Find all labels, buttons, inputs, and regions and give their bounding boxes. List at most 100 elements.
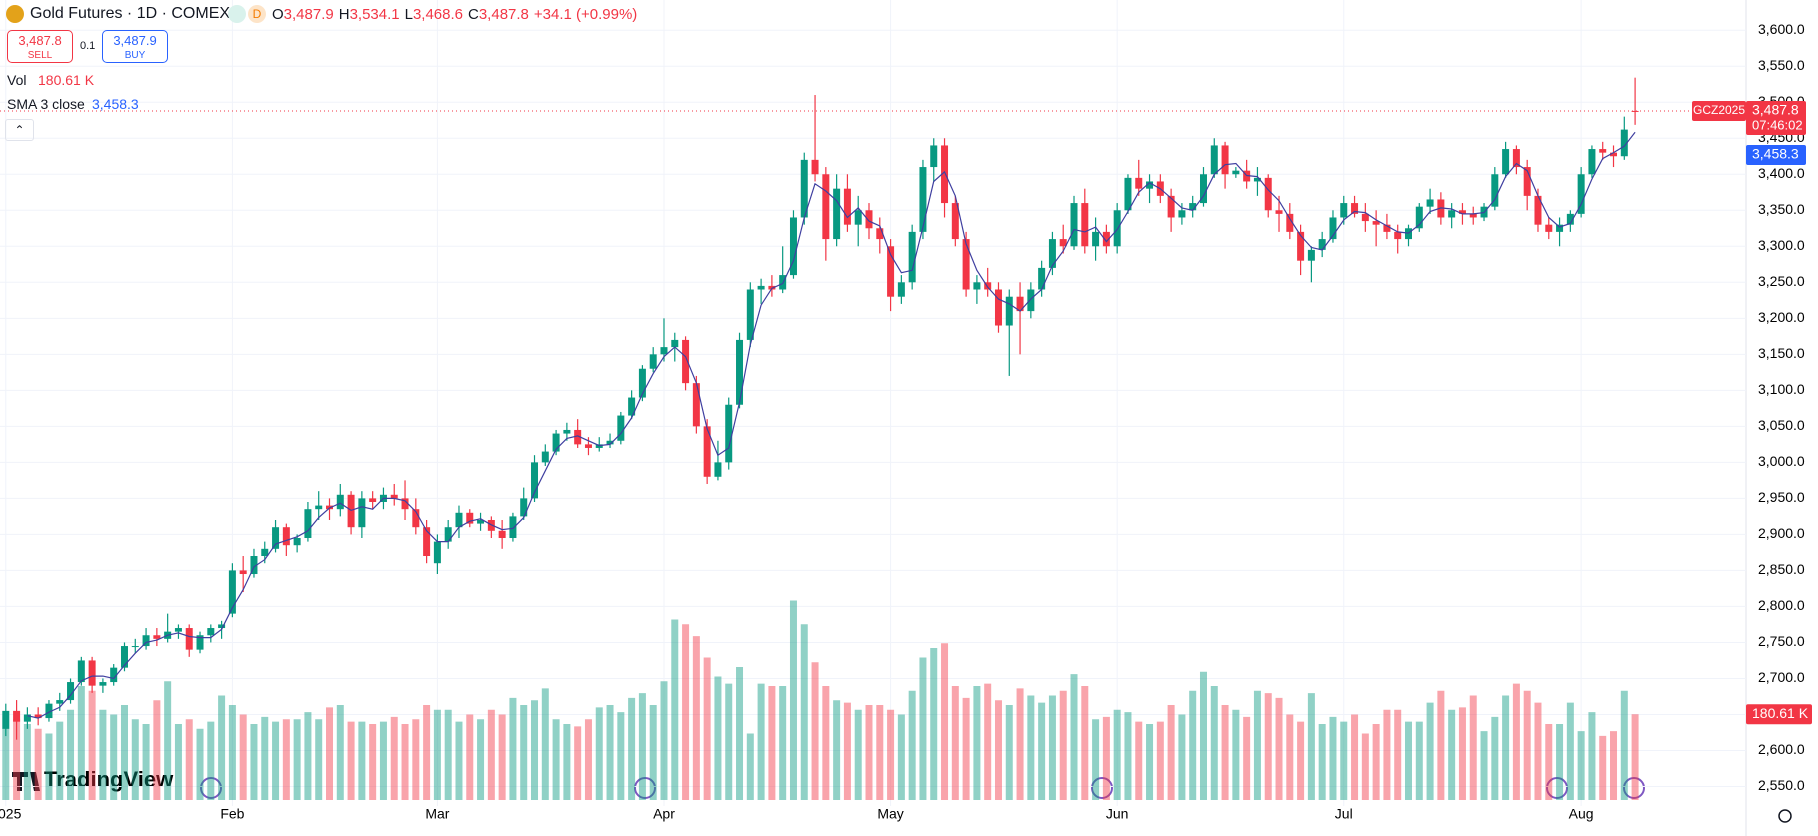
candle-body bbox=[919, 167, 927, 232]
candle-body bbox=[789, 217, 797, 276]
candle-body bbox=[692, 383, 700, 427]
candle-body bbox=[1502, 149, 1510, 175]
volume-bar bbox=[1383, 709, 1391, 800]
candle-body bbox=[736, 339, 744, 405]
candle-body bbox=[854, 210, 862, 225]
sma-name: SMA 3 close bbox=[7, 96, 85, 112]
ohlc-key: O bbox=[272, 6, 284, 23]
candle-body bbox=[1448, 210, 1456, 218]
candle-body bbox=[1092, 231, 1100, 247]
candle-body bbox=[293, 538, 301, 546]
volume-bar bbox=[477, 719, 485, 800]
volume-bar bbox=[358, 721, 366, 800]
candle-body bbox=[390, 494, 398, 499]
event-icon[interactable] bbox=[1623, 777, 1645, 799]
logo-text: TradingView bbox=[44, 767, 174, 792]
badge: D bbox=[248, 5, 266, 23]
candle-body bbox=[1329, 217, 1337, 240]
candle-body bbox=[638, 368, 646, 398]
event-icon[interactable] bbox=[634, 777, 656, 799]
event-icon[interactable] bbox=[1546, 777, 1568, 799]
candle-body bbox=[951, 203, 959, 240]
volume-bar bbox=[1092, 719, 1100, 800]
y-tick-label: 3,000.0 bbox=[1758, 453, 1805, 469]
volume-bar bbox=[887, 709, 895, 800]
volume-bar bbox=[1005, 705, 1013, 800]
countdown: 07:46:02 bbox=[1752, 117, 1803, 132]
volume-bar bbox=[390, 716, 398, 800]
candle-body bbox=[1372, 221, 1380, 225]
volume-bar bbox=[185, 719, 193, 800]
y-tick-label: 2,750.0 bbox=[1758, 633, 1805, 649]
grid bbox=[0, 0, 1746, 806]
symbol-icon bbox=[6, 5, 24, 23]
y-tick-label: 2,550.0 bbox=[1758, 777, 1805, 793]
volume-bar bbox=[1016, 688, 1024, 800]
volume-bar bbox=[746, 733, 754, 800]
status-dot bbox=[228, 5, 246, 23]
candle-body bbox=[822, 174, 830, 240]
volume-bar bbox=[1458, 707, 1466, 800]
sell-button[interactable]: 3,487.8 SELL bbox=[7, 30, 73, 63]
volume-bar bbox=[876, 705, 884, 800]
y-tick-label: 3,600.0 bbox=[1758, 21, 1805, 37]
volume-bar bbox=[908, 690, 916, 800]
candle-body bbox=[1199, 174, 1207, 204]
y-tick-label: 2,700.0 bbox=[1758, 669, 1805, 685]
candle-body bbox=[1113, 210, 1121, 247]
candle-body bbox=[1027, 289, 1035, 312]
candle-body bbox=[1383, 224, 1391, 232]
volume-bar bbox=[1221, 705, 1229, 800]
volume-bar bbox=[423, 705, 431, 800]
collapse-button[interactable]: ⌃ bbox=[5, 119, 34, 141]
event-icon[interactable] bbox=[200, 777, 222, 799]
candle-body bbox=[207, 628, 215, 636]
candle-body bbox=[843, 188, 851, 225]
candle-body bbox=[865, 210, 873, 229]
volume-bar bbox=[174, 724, 182, 800]
volume-bar bbox=[833, 700, 841, 800]
candle-body bbox=[908, 231, 916, 283]
candle-body bbox=[757, 285, 765, 290]
y-tick-label: 3,200.0 bbox=[1758, 309, 1805, 325]
volume-bar bbox=[1340, 721, 1348, 800]
volume-bar bbox=[552, 719, 560, 800]
volume-bar bbox=[196, 728, 204, 800]
volume-bar bbox=[649, 705, 657, 800]
candle-body bbox=[1038, 267, 1046, 290]
candle-body bbox=[1631, 110, 1639, 112]
volume-bar bbox=[930, 648, 938, 800]
volume-bar bbox=[638, 693, 646, 800]
candle-body bbox=[930, 145, 938, 168]
candle-body bbox=[34, 714, 42, 719]
candle-body bbox=[77, 660, 85, 683]
volume-bar bbox=[34, 728, 42, 800]
volume-bar bbox=[919, 657, 927, 800]
candle-body bbox=[1135, 177, 1143, 189]
ohlc-value: 3,487.8 bbox=[478, 6, 529, 23]
candle-body bbox=[628, 397, 636, 416]
volume-bar bbox=[56, 721, 64, 800]
y-tick-label: 2,800.0 bbox=[1758, 597, 1805, 613]
volume-bar bbox=[1437, 690, 1445, 800]
candle-body bbox=[541, 451, 549, 463]
candle-body bbox=[401, 498, 409, 510]
volume-bar bbox=[531, 700, 539, 800]
volume-bar bbox=[88, 690, 96, 800]
candle-body bbox=[142, 635, 150, 647]
volume-tag-text: 180.61 K bbox=[1752, 705, 1809, 721]
volume-bar bbox=[131, 719, 139, 800]
volume-bar bbox=[1081, 686, 1089, 800]
volume-bar bbox=[1189, 690, 1197, 800]
ohlc-key: L bbox=[404, 6, 413, 23]
sma-tag-text: 3,458.3 bbox=[1752, 146, 1799, 162]
volume-bar bbox=[994, 700, 1002, 800]
sma-tag bbox=[1746, 145, 1806, 166]
event-icon[interactable] bbox=[1091, 777, 1113, 799]
settings-icon[interactable] bbox=[1778, 809, 1792, 823]
buy-button[interactable]: 3,487.9 BUY bbox=[102, 30, 168, 63]
candle-body bbox=[1340, 203, 1348, 218]
volume-bar bbox=[1307, 693, 1315, 800]
candle-body bbox=[1588, 149, 1596, 175]
symbol[interactable]: Gold Futures · 1D · COMEX bbox=[30, 5, 231, 22]
